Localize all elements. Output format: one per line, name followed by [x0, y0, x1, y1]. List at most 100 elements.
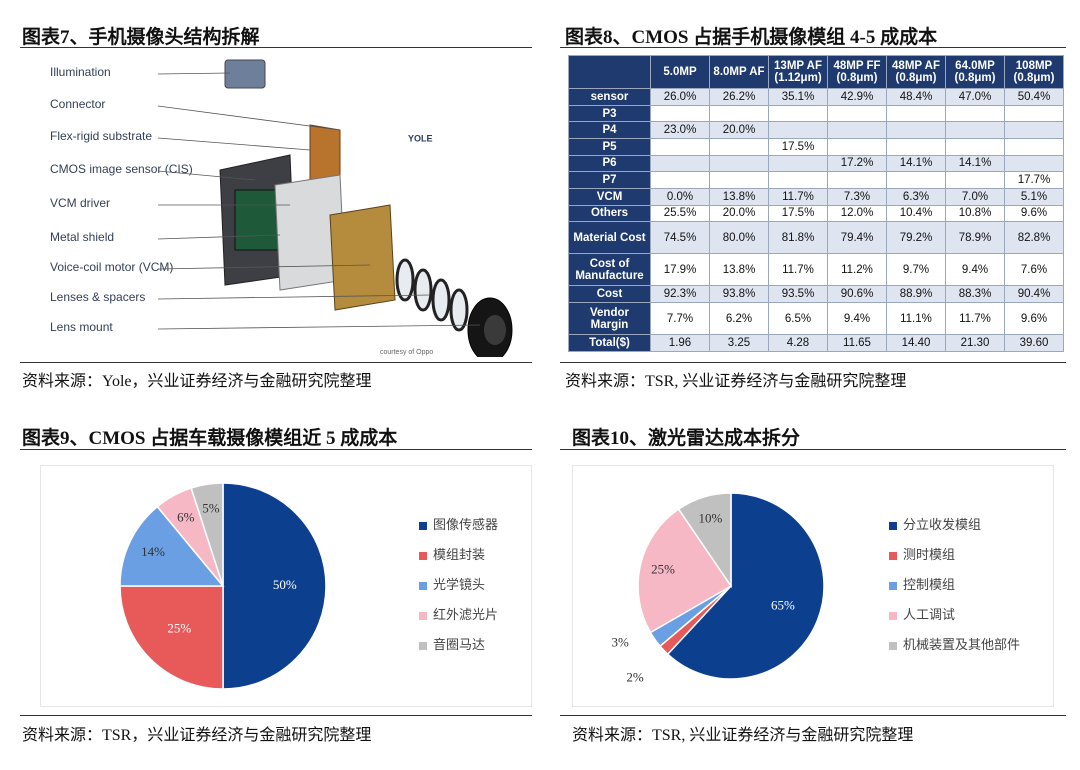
header-cell: 8.0MP AF — [709, 54, 769, 90]
legend-swatch — [889, 582, 897, 590]
table-cell — [1004, 121, 1064, 140]
table-cell — [945, 121, 1005, 140]
leader-line — [157, 324, 481, 330]
table-cell: 11.65 — [827, 334, 887, 352]
legend-label: 人工调试 — [903, 607, 955, 622]
table-cell: 17.5% — [768, 138, 828, 156]
table-cell: 13.8% — [709, 253, 769, 287]
table-cell: 6.5% — [768, 302, 828, 336]
table-cell: 26.0% — [650, 88, 710, 106]
source: 资料来源：Yole，兴业证券经济与金融研究院整理 — [22, 373, 372, 390]
table-cell: 7.6% — [1004, 253, 1064, 287]
table-cell: 11.2% — [827, 253, 887, 287]
table-cell: 79.2% — [886, 221, 946, 255]
figure-title: 图表8、CMOS 占据手机摄像模组 4-5 成成本 — [565, 27, 938, 48]
table-cell — [709, 171, 769, 189]
leader-line — [157, 170, 256, 181]
part-label: Voice-coil motor (VCM) — [50, 260, 173, 274]
table-row: Vendor Margin 7.7% 6.2% 6.5% 9.4% 11.1% 11.7% 9… — [568, 302, 1064, 336]
table-cell: 0.0% — [650, 187, 710, 206]
table-cell: 74.5% — [650, 221, 710, 255]
row-header: VCM — [568, 187, 651, 206]
table-cell: 11.7% — [945, 302, 1005, 336]
legend-swatch — [419, 642, 427, 650]
table-cell — [945, 171, 1005, 189]
source-rule — [560, 362, 1066, 363]
table-cell: 9.4% — [827, 302, 887, 336]
header-cell: 5.0MP — [650, 54, 710, 90]
table-cell — [945, 138, 1005, 156]
row-header: P7 — [568, 171, 651, 189]
legend-label: 光学镜头 — [433, 577, 485, 592]
table-row: Material Cost 74.5% 80.0% 81.8% 79.4% 79.2% 78… — [568, 221, 1064, 255]
camera-diagram: Illumination Connector Flex-rigid substrat… — [50, 59, 513, 357]
table-cell: 88.3% — [945, 285, 1005, 304]
row-header: P4 — [568, 121, 651, 140]
table-cell — [768, 154, 828, 173]
part-label: Connector — [50, 97, 105, 111]
table-row: Total($) 1.96 3.25 4.28 11.65 14.40 21.30 39.60 — [568, 334, 1064, 352]
pie-slice — [677, 492, 732, 589]
table-cell: 17.5% — [768, 204, 828, 223]
data-label: 2% — [626, 669, 644, 684]
table-row: P6 17.2% 14.1% 14.1% — [568, 154, 1064, 173]
row-header: Total($) — [568, 334, 651, 352]
legend-label: 音圈马达 — [433, 637, 485, 652]
data-label: 65% — [771, 597, 795, 612]
leader-line — [157, 105, 341, 131]
table-cell — [827, 171, 887, 189]
part-sensor — [234, 189, 281, 251]
table-cell: 9.7% — [886, 253, 946, 287]
table-cell: 11.7% — [768, 253, 828, 287]
row-header: P3 — [568, 104, 651, 123]
data-label: 6% — [177, 509, 195, 524]
part-lens — [395, 258, 415, 302]
data-label: 3% — [612, 634, 630, 649]
table-cell — [827, 138, 887, 156]
leader-line — [157, 264, 371, 270]
legend-label: 机械装置及其他部件 — [903, 637, 1020, 652]
table-cell: 9.6% — [1004, 302, 1064, 336]
table-cell: 21.30 — [945, 334, 1005, 352]
table-row: Others 25.5% 20.0% 17.5% 12.0% 10.4% 10.8% 9.6% — [568, 204, 1064, 223]
table-cell — [650, 104, 710, 123]
leader-line — [157, 294, 431, 300]
table-cell: 25.5% — [650, 204, 710, 223]
part-label: Flex-rigid substrate — [50, 129, 152, 143]
title-rule — [560, 449, 1066, 450]
table-row: VCM 0.0% 13.8% 11.7% 7.3% 6.3% 7.0% 5.1% — [568, 187, 1064, 206]
table-cell — [650, 171, 710, 189]
table-cell: 5.1% — [1004, 187, 1064, 206]
row-header: Others — [568, 204, 651, 223]
table-cell — [827, 104, 887, 123]
table-cell — [709, 104, 769, 123]
part-label: Lens mount — [50, 320, 113, 334]
table-cell: 88.9% — [886, 285, 946, 304]
table-cell: 1.96 — [650, 334, 710, 352]
table-cell — [709, 154, 769, 173]
table-cell: 81.8% — [768, 221, 828, 255]
cost-table: 5.0MP 8.0MP AF 13MP AF (1.12μm) 48MP FF (0.… — [568, 54, 1064, 352]
table-row: Cost 92.3% 93.8% 93.5% 90.6% 88.9% 88.3% 90.4% — [568, 285, 1064, 304]
table-cell: 14.40 — [886, 334, 946, 352]
pie-slice — [222, 482, 327, 690]
table-row: P7 17.7% — [568, 171, 1064, 189]
source-rule — [20, 362, 532, 363]
data-label: 25% — [167, 621, 191, 636]
table-cell: 42.9% — [827, 88, 887, 106]
table-cell: 14.1% — [945, 154, 1005, 173]
table-cell: 7.0% — [945, 187, 1005, 206]
table-cell: 6.3% — [886, 187, 946, 206]
table-cell — [945, 104, 1005, 123]
table-cell: 7.3% — [827, 187, 887, 206]
legend-label: 测时模组 — [903, 547, 955, 562]
table-cell: 35.1% — [768, 88, 828, 106]
row-header: Vendor Margin — [568, 302, 651, 336]
title-rule — [560, 47, 1066, 48]
legend-label: 模组封装 — [433, 547, 485, 562]
header-row: 5.0MP 8.0MP AF 13MP AF (1.12μm) 48MP FF (0.… — [568, 54, 1064, 90]
data-label: 5% — [202, 501, 220, 516]
data-label: 25% — [651, 561, 675, 576]
table-cell: 7.7% — [650, 302, 710, 336]
